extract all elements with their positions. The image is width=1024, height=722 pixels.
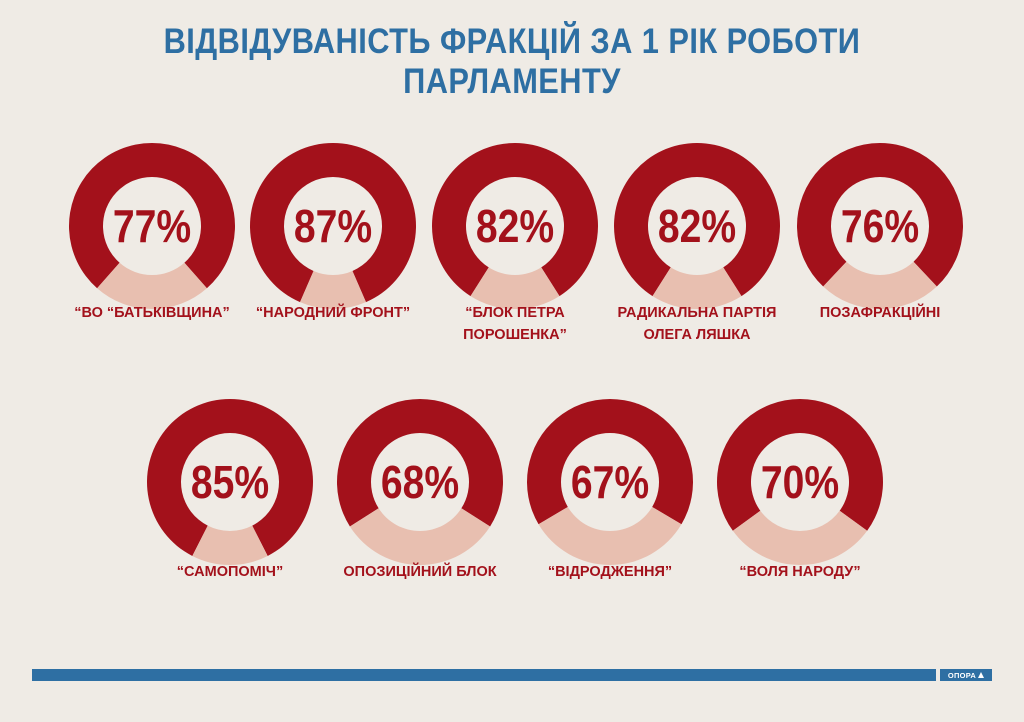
absence-arc (349, 508, 491, 565)
absence-arc (652, 267, 742, 309)
donut-chart: 82% (614, 143, 780, 309)
percentage-label: 67% (570, 456, 650, 508)
percentage-label: 77% (112, 200, 192, 252)
percentage-label: 85% (190, 456, 270, 508)
faction-label: ПОЗАФРАКЦІЙНІ (819, 305, 941, 321)
percentage-label: 76% (840, 200, 920, 252)
absence-arc (300, 270, 366, 309)
donut-chart: 87% (250, 143, 416, 309)
attendance-arc (797, 143, 963, 287)
percentage-label: 70% (760, 456, 840, 508)
donut-chart: 77% (69, 143, 235, 309)
donut-svg (337, 399, 503, 565)
faction-label: “ВО “БАТЬКІВЩИНА” (74, 305, 230, 321)
donut-svg (432, 143, 598, 309)
faction-label: “НАРОДНИЙ ФРОНТ” (255, 305, 411, 321)
absence-arc (823, 261, 937, 309)
faction-label: “ВОЛЯ НАРОДУ” (739, 564, 861, 580)
attendance-arc (717, 399, 883, 531)
triangle-icon (978, 672, 985, 678)
absence-arc (538, 506, 682, 565)
donut-chart: 85% (147, 399, 313, 565)
logo-text: ОПОРА (947, 670, 977, 680)
donut-svg (614, 143, 780, 309)
percentage-label: 82% (657, 200, 737, 252)
donut-chart: 68% (337, 399, 503, 565)
donut-svg (69, 143, 235, 309)
footer-bar (32, 669, 936, 681)
absence-arc (732, 510, 868, 565)
percentage-label: 82% (475, 200, 555, 252)
faction-label: “ВІДРОДЖЕННЯ” (547, 564, 673, 580)
page-title: ВІДВІДУВАНІСТЬ ФРАКЦІЙ ЗА 1 РІК РОБОТИ П… (163, 22, 861, 101)
attendance-arc (69, 143, 235, 289)
donut-svg (250, 143, 416, 309)
percentage-label: 68% (380, 456, 460, 508)
donut-chart: 67% (527, 399, 693, 565)
absence-arc (97, 262, 207, 309)
absence-arc (192, 525, 268, 565)
faction-label: ОПОЗИЦІЙНИЙ БЛОК (343, 564, 497, 580)
donut-svg (717, 399, 883, 565)
donut-chart: 70% (717, 399, 883, 565)
attendance-arc (250, 143, 416, 303)
percentage-label: 87% (293, 200, 373, 252)
opora-logo: ОПОРА (940, 669, 992, 681)
donut-chart: 82% (432, 143, 598, 309)
faction-label: РАДИКАЛЬНА ПАРТІЯ ОЛЕГА ЛЯШКА (617, 305, 777, 343)
attendance-arc (614, 143, 780, 297)
donut-svg (147, 399, 313, 565)
donut-chart: 76% (797, 143, 963, 309)
faction-label: “БЛОК ПЕТРА ПОРОШЕНКА” (463, 305, 567, 343)
faction-label: “САМОПОМІЧ” (176, 564, 284, 580)
attendance-arc (527, 399, 693, 525)
donut-svg (797, 143, 963, 309)
attendance-arc (147, 399, 313, 556)
attendance-arc (337, 399, 503, 527)
absence-arc (470, 267, 560, 309)
donut-svg (527, 399, 693, 565)
attendance-arc (432, 143, 598, 297)
